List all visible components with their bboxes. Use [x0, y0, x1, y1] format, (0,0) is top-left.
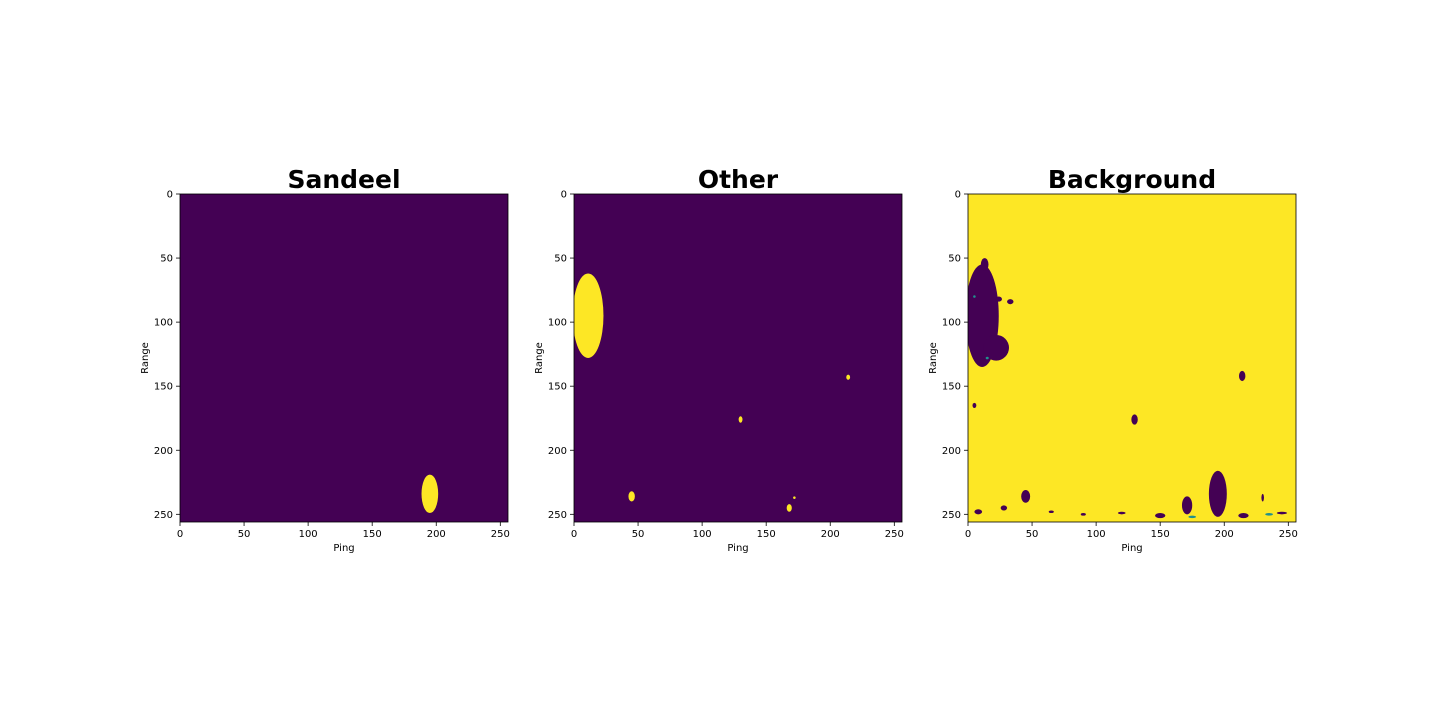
x-axis-label: Ping — [1121, 543, 1142, 554]
heatmap-region — [1265, 513, 1273, 516]
subplot-other: Other 0 50 100 150 200 250 0 50 100 150 200 250 Ping R… — [534, 165, 904, 554]
subplot-title: Other — [698, 165, 779, 194]
subplot-title: Background — [1048, 165, 1216, 194]
x-tick-label: 200 — [1215, 529, 1234, 540]
y-tick-label: 150 — [548, 382, 567, 393]
heatmap-region — [793, 496, 796, 499]
x-tick-label: 150 — [757, 529, 776, 540]
heatmap-region — [1007, 299, 1014, 305]
axes-frame — [967, 193, 1297, 523]
x-tick-label: 50 — [632, 529, 645, 540]
y-tick-label: 50 — [160, 254, 173, 265]
x-axis-label: Ping — [333, 543, 354, 554]
subplot-sandeel: Sandeel 0 50 100 150 200 250 0 50 100 150 200 250 Pin… — [140, 165, 510, 554]
y-tick-label: 150 — [154, 382, 173, 393]
y-tick-label: 0 — [955, 190, 961, 201]
x-tick-label: 250 — [491, 529, 510, 540]
y-tick-label: 200 — [548, 446, 567, 457]
heatmap-region — [846, 374, 851, 380]
heatmap-regions — [421, 474, 439, 514]
heatmap-region — [1261, 493, 1264, 502]
heatmap-region — [1080, 513, 1086, 516]
heatmap-region — [421, 474, 439, 514]
heatmap-region — [995, 296, 1002, 302]
heatmap-background — [574, 194, 902, 522]
x-tick-label: 0 — [965, 529, 971, 540]
y-tick-label: 0 — [167, 190, 173, 201]
heatmap-region — [1117, 511, 1126, 515]
y-tick-label: 250 — [548, 510, 567, 521]
heatmap-region — [1048, 510, 1054, 514]
y-tick-label: 200 — [154, 446, 173, 457]
heatmap-region — [1238, 370, 1246, 382]
axes-frame — [179, 193, 509, 523]
heatmap-region — [1155, 513, 1166, 519]
x-tick-label: 0 — [571, 529, 577, 540]
y-tick-label: 100 — [942, 318, 961, 329]
x-tick-label: 100 — [1087, 529, 1106, 540]
heatmap-region — [1181, 496, 1193, 515]
heatmap-region — [985, 356, 989, 360]
x-tick-label: 50 — [238, 529, 251, 540]
subplot-background: Background 0 50 100 150 200 250 0 50 100 150 200 250… — [928, 165, 1298, 554]
y-axis-label: Range — [140, 342, 151, 374]
heatmap-region — [1188, 515, 1197, 519]
x-tick-label: 200 — [821, 529, 840, 540]
y-tick-label: 0 — [561, 190, 567, 201]
y-tick-label: 100 — [548, 318, 567, 329]
x-tick-label: 200 — [427, 529, 446, 540]
heatmap-region — [738, 416, 743, 423]
x-tick-label: 150 — [363, 529, 382, 540]
heatmap-region — [574, 273, 604, 358]
x-axis-label: Ping — [727, 543, 748, 554]
heatmap-regions — [968, 258, 1288, 519]
y-tick-label: 150 — [942, 382, 961, 393]
x-tick-label: 0 — [177, 529, 183, 540]
heatmap-regions — [574, 273, 851, 512]
heatmap-region — [983, 334, 1009, 361]
heatmap-region — [628, 491, 635, 502]
y-tick-label: 250 — [154, 510, 173, 521]
subplot-title: Sandeel — [287, 165, 400, 194]
heatmap-region — [1208, 470, 1227, 517]
y-axis-label: Range — [928, 342, 939, 374]
y-tick-label: 250 — [942, 510, 961, 521]
heatmap-region — [786, 504, 792, 512]
heatmap-region — [1131, 414, 1138, 425]
heatmap-region — [972, 402, 977, 408]
x-tick-label: 250 — [1279, 529, 1298, 540]
heatmap-region — [1238, 513, 1249, 519]
y-tick-label: 200 — [942, 446, 961, 457]
y-tick-label: 50 — [948, 254, 961, 265]
y-tick-label: 100 — [154, 318, 173, 329]
heatmap-region — [973, 295, 976, 298]
heatmap-region — [980, 258, 989, 271]
heatmap-region — [1276, 511, 1288, 515]
heatmap-background — [968, 194, 1296, 522]
x-tick-label: 100 — [299, 529, 318, 540]
heatmap-region — [974, 509, 983, 515]
heatmap-region — [1021, 489, 1031, 503]
x-tick-label: 250 — [885, 529, 904, 540]
heatmap-background — [180, 194, 508, 522]
heatmap-region — [1000, 505, 1008, 511]
x-tick-label: 100 — [693, 529, 712, 540]
x-tick-label: 150 — [1151, 529, 1170, 540]
x-tick-label: 50 — [1026, 529, 1039, 540]
axes-frame — [573, 193, 903, 523]
y-tick-label: 50 — [554, 254, 567, 265]
y-axis-label: Range — [534, 342, 545, 374]
